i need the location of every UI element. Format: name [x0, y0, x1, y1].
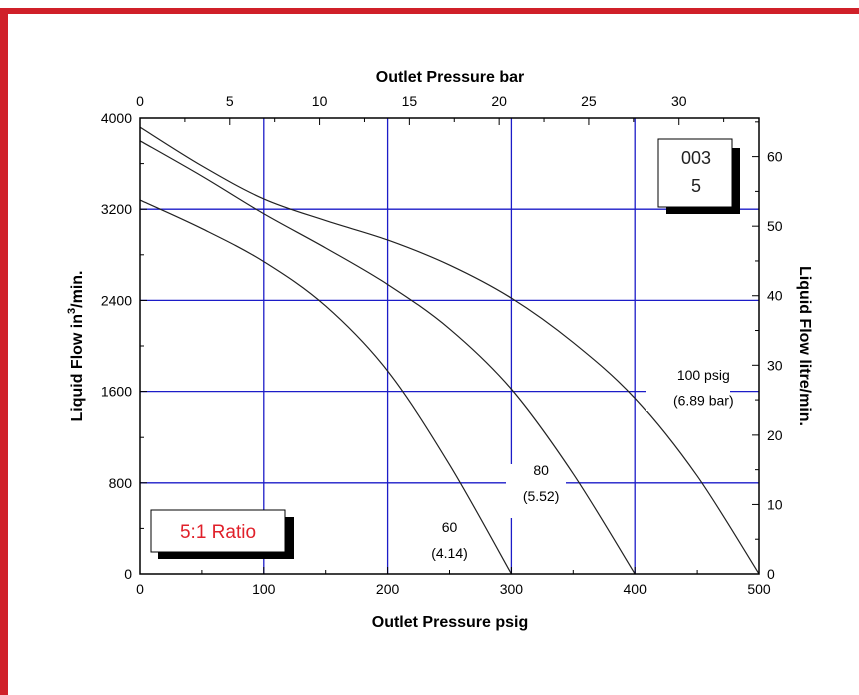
tick-label-left-0: 0: [124, 566, 132, 582]
tick-label-top-5: 5: [226, 93, 234, 109]
tick-label-top-20: 20: [491, 93, 507, 109]
curve-label-p80a: 80: [533, 462, 549, 478]
tick-label-top-10: 10: [312, 93, 328, 109]
curve-label-p100a: 100 psig: [677, 367, 730, 383]
tick-label-bottom-500: 500: [747, 581, 771, 597]
tick-label-bottom-400: 400: [624, 581, 648, 597]
ratio-box: 5:1 Ratio: [150, 509, 294, 559]
curve-annotations: 100 psig (6.89 bar) 80 (5.52) 60 (4.14): [431, 363, 734, 561]
tick-label-right-10: 10: [767, 496, 783, 512]
tick-label-bottom-100: 100: [252, 581, 276, 597]
tick-label-right-50: 50: [767, 218, 783, 234]
tick-label-left-2400: 2400: [101, 292, 132, 308]
ratio-label: 5:1 Ratio: [180, 522, 256, 543]
curve-series-0: [139, 126, 760, 575]
left-axis-title-sup: 3: [66, 308, 78, 314]
tick-label-right-40: 40: [767, 288, 783, 304]
axis-ticks: [139, 117, 760, 575]
left-axis-title-tail: /min.: [69, 271, 86, 308]
curve-label-p80b: (5.52): [523, 488, 560, 504]
ratio-box-body: [150, 509, 286, 553]
top-axis-title: Outlet Pressure bar: [376, 69, 525, 86]
tick-label-right-20: 20: [767, 427, 783, 443]
tick-label-top-30: 30: [671, 93, 687, 109]
right-axis-title: Liquid Flow litre/min.: [796, 266, 813, 426]
tick-label-left-4000: 4000: [101, 110, 132, 126]
tick-label-top-15: 15: [402, 93, 418, 109]
code-box-line2: 5: [691, 176, 701, 196]
frame-left-border: [0, 8, 8, 695]
tick-label-top-0: 0: [136, 93, 144, 109]
tick-label-top-25: 25: [581, 93, 597, 109]
left-axis-title-main: Liquid Flow in: [69, 314, 86, 422]
tick-label-bottom-0: 0: [136, 581, 144, 597]
tick-label-left-800: 800: [109, 475, 133, 491]
tick-label-right-60: 60: [767, 149, 783, 165]
tick-label-left-1600: 1600: [101, 384, 132, 400]
label-bg-80: [506, 464, 566, 518]
bottom-axis-title: Outlet Pressure psig: [372, 614, 529, 631]
label-bg-100: [646, 363, 730, 411]
tick-label-bottom-200: 200: [376, 581, 400, 597]
code-box: 003 5: [657, 138, 740, 214]
curve-series-2: [139, 199, 512, 575]
flow-curves: [139, 126, 760, 575]
frame-top-border: [0, 8, 859, 14]
tick-label-left-3200: 3200: [101, 201, 132, 217]
left-axis-title: Liquid Flow in3/min.: [66, 271, 86, 422]
curve-label-p60b: (4.14): [431, 545, 468, 561]
tick-label-right-30: 30: [767, 357, 783, 373]
curve-label-p60a: 60: [442, 519, 458, 535]
tick-label-right-0: 0: [767, 566, 775, 582]
tick-label-bottom-300: 300: [500, 581, 524, 597]
curve-series-1: [139, 140, 636, 575]
code-box-body: [657, 138, 733, 208]
curve-label-p100b: (6.89 bar): [673, 392, 734, 408]
code-box-line1: 003: [681, 148, 711, 168]
